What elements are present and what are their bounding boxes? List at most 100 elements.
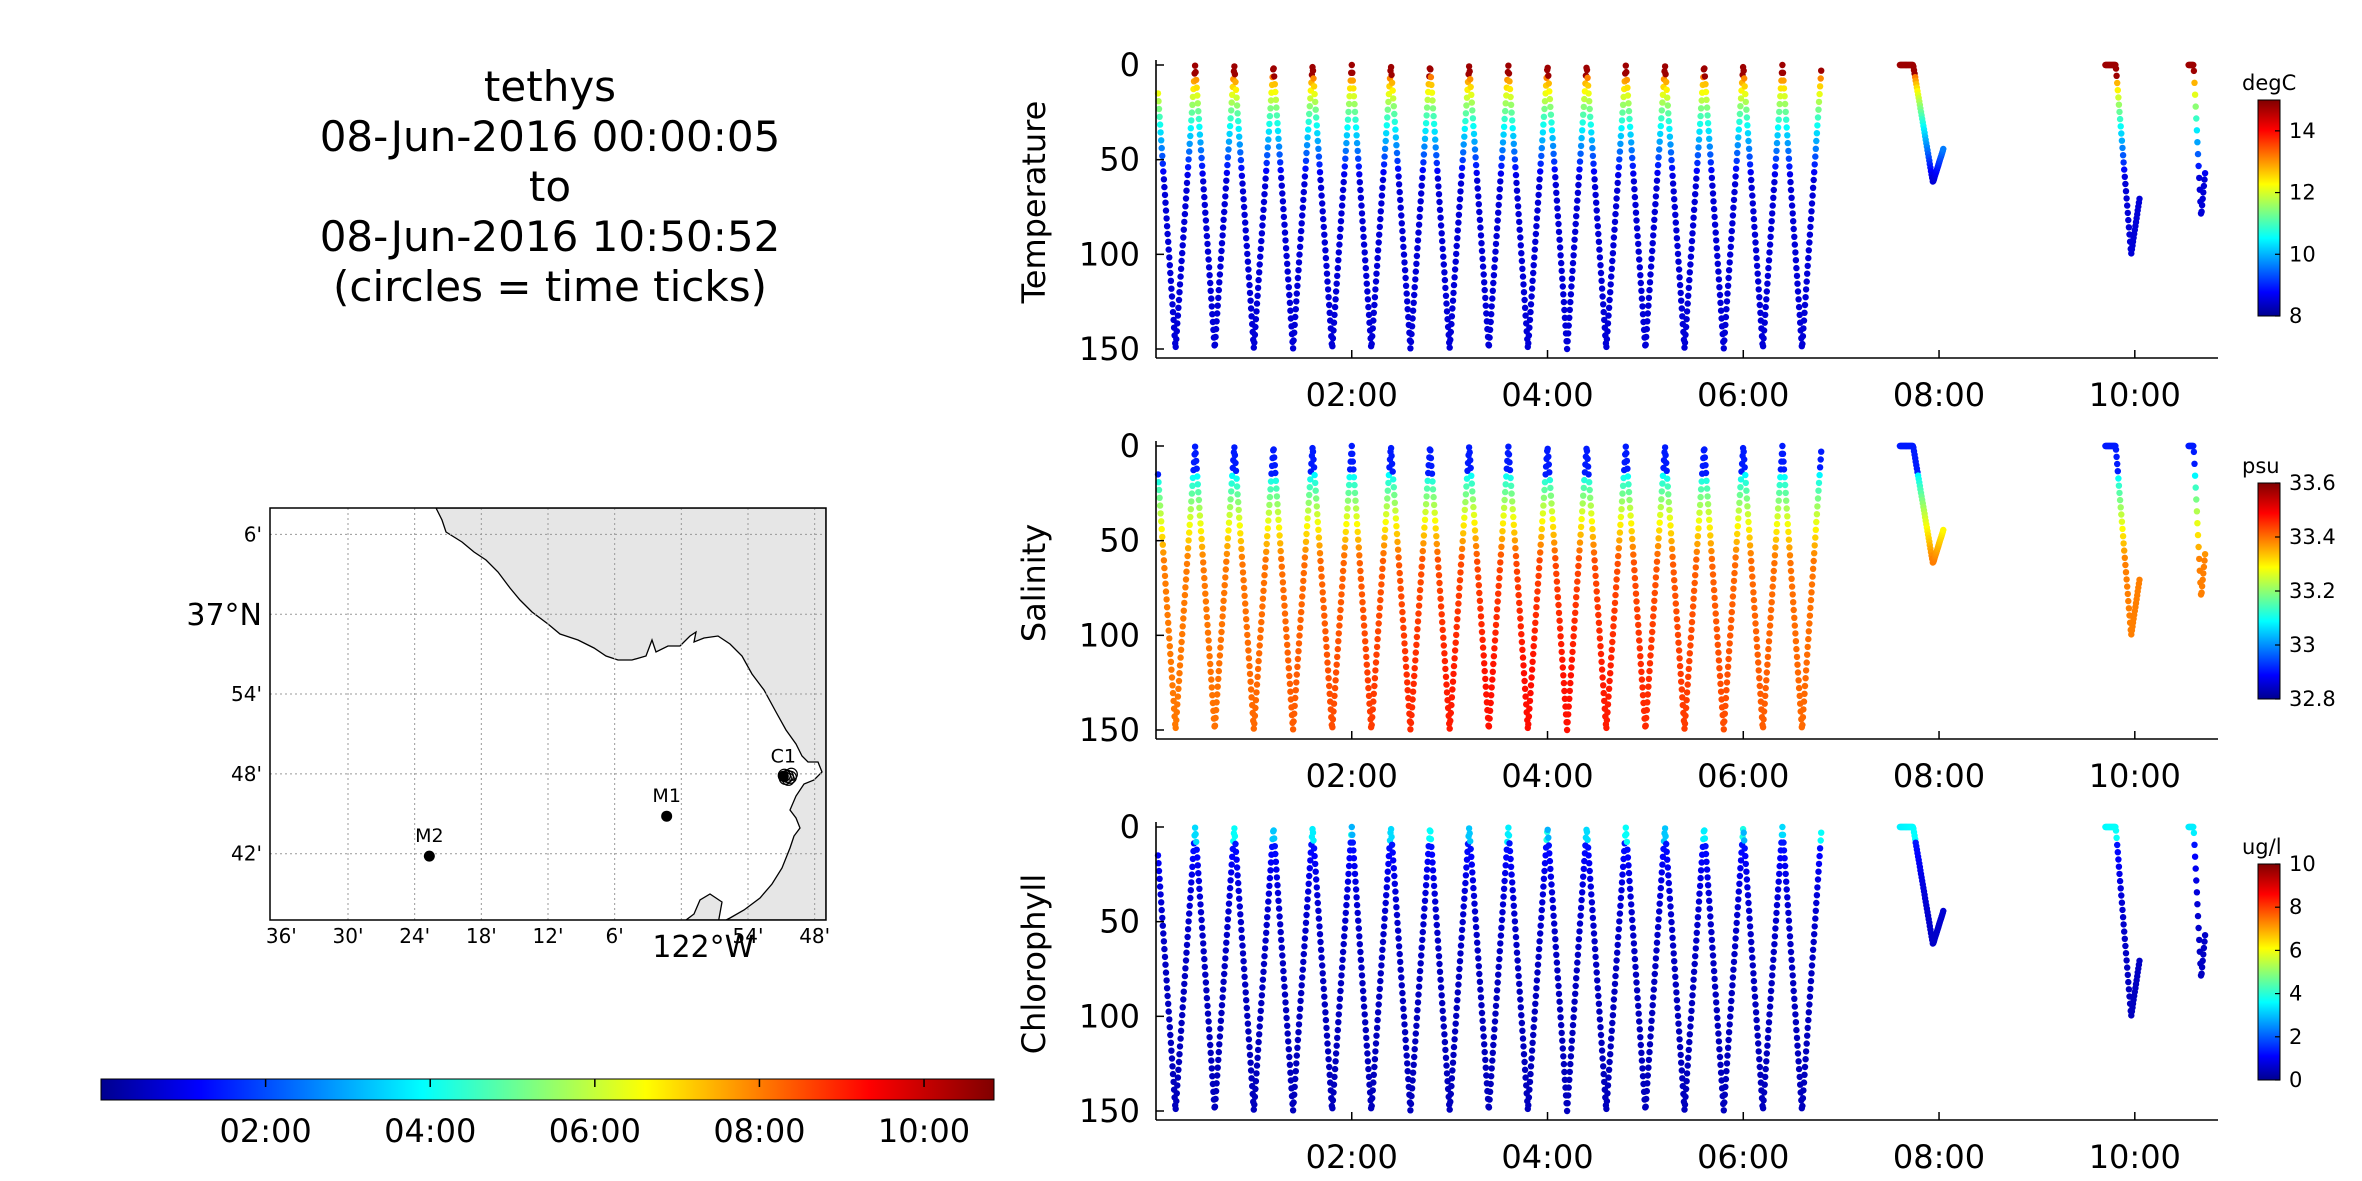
data-point	[1246, 662, 1253, 670]
data-point	[1708, 555, 1716, 563]
data-point	[1502, 481, 1509, 488]
data-point	[1335, 1011, 1343, 1018]
data-point	[1280, 213, 1288, 221]
data-point	[1381, 526, 1389, 533]
data-point	[1302, 919, 1310, 926]
data-point	[1412, 657, 1419, 664]
data-point	[1612, 584, 1620, 591]
data-point	[1579, 500, 1586, 507]
data-point	[1528, 674, 1535, 681]
data-point	[1156, 875, 1163, 882]
data-point	[1762, 1065, 1769, 1073]
data-point	[1537, 930, 1544, 937]
data-point	[1362, 645, 1370, 653]
data-point	[1617, 902, 1624, 909]
data-point	[1502, 107, 1509, 115]
data-point	[1247, 297, 1254, 304]
data-point	[1625, 488, 1633, 496]
data-point	[1415, 983, 1423, 990]
data-point	[1265, 890, 1273, 897]
data-point	[1734, 904, 1742, 911]
data-point	[1560, 1060, 1568, 1068]
data-point	[1723, 298, 1731, 305]
data-point	[1304, 134, 1311, 141]
data-point	[1247, 686, 1255, 693]
data-point	[1331, 1073, 1338, 1081]
data-point	[1431, 128, 1438, 135]
colorbar-tick: 6	[2289, 938, 2302, 962]
data-point	[1247, 1067, 1255, 1074]
data-point	[1257, 634, 1264, 641]
data-point	[1561, 314, 1569, 321]
data-point	[1162, 969, 1170, 976]
data-point	[1764, 272, 1772, 280]
data-point	[2190, 829, 2198, 837]
data-point	[1533, 604, 1540, 611]
data-point	[2125, 597, 2132, 605]
data-point	[1580, 873, 1587, 880]
data-point	[1716, 672, 1724, 680]
data-point	[1654, 931, 1661, 939]
data-point	[1458, 545, 1466, 553]
data-point	[1673, 227, 1680, 234]
data-point	[1258, 999, 1265, 1007]
data-point	[1611, 988, 1618, 995]
data-point	[1241, 592, 1248, 599]
data-point	[1418, 190, 1425, 197]
data-point	[1559, 1045, 1567, 1052]
data-point	[1597, 262, 1604, 269]
map-lon-tick: 36'	[266, 924, 297, 948]
data-point	[1628, 901, 1635, 908]
data-point	[1725, 1029, 1733, 1036]
data-point	[1473, 550, 1480, 558]
data-point	[1447, 328, 1455, 336]
data-point	[1763, 1058, 1770, 1065]
data-point	[1332, 677, 1339, 684]
data-point	[1709, 182, 1716, 189]
data-point	[1477, 224, 1484, 231]
colorbar-tick: 0	[2289, 1068, 2302, 1092]
data-point	[1708, 166, 1715, 174]
data-point	[1710, 586, 1718, 594]
data-point	[2117, 123, 2124, 130]
data-point	[1231, 825, 1238, 832]
data-point	[1324, 278, 1331, 285]
data-point	[1664, 483, 1672, 490]
data-point	[1398, 212, 1405, 219]
data-point	[1663, 86, 1670, 94]
data-point	[1516, 988, 1523, 995]
data-point	[1379, 176, 1387, 184]
data-point	[1807, 604, 1814, 612]
data-point	[1159, 160, 1167, 167]
data-point	[1511, 529, 1518, 536]
data-point	[1698, 97, 1705, 104]
data-point	[1260, 960, 1268, 968]
data-point	[1500, 504, 1508, 511]
data-point	[1271, 73, 1278, 80]
data-point	[2194, 901, 2201, 908]
data-point	[1509, 117, 1516, 124]
data-point	[1806, 993, 1814, 1000]
data-point	[1575, 174, 1583, 181]
data-point	[1235, 506, 1242, 514]
data-point	[1540, 502, 1547, 509]
data-point	[1479, 1025, 1487, 1032]
data-point	[1247, 1059, 1254, 1066]
data-point	[1547, 865, 1554, 873]
data-point	[2199, 195, 2206, 202]
data-point	[1472, 535, 1479, 542]
data-point	[1286, 680, 1294, 687]
data-point	[1371, 294, 1379, 301]
data-point	[1186, 902, 1193, 909]
data-point	[1568, 1045, 1575, 1052]
data-point	[1256, 642, 1263, 649]
data-point	[1785, 147, 1792, 155]
data-point	[1356, 171, 1363, 178]
data-point	[1397, 585, 1404, 592]
data-point	[1608, 646, 1616, 653]
data-point	[1667, 903, 1674, 910]
data-point	[1403, 1052, 1410, 1059]
data-point	[1529, 658, 1536, 665]
data-point	[1315, 526, 1322, 533]
data-point	[1300, 577, 1307, 585]
